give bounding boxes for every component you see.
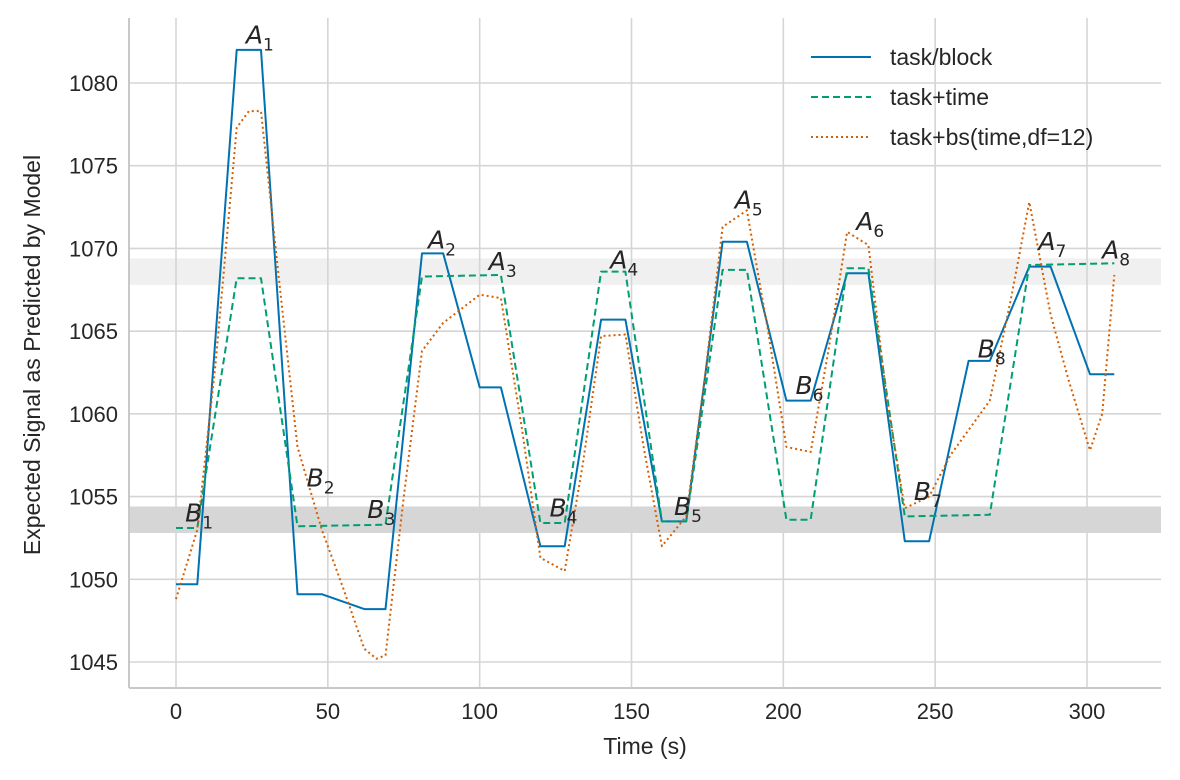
annotation-A6: A6 — [854, 207, 884, 242]
x-tick-label: 150 — [613, 699, 650, 724]
point-annotations: A1 A2 A3 A4 A5 A6 A7 A8 B1 B2 B3 B4 B5 B6 B7 B8 — [185, 20, 1130, 533]
reference-band-2 — [129, 506, 1161, 533]
series-line-3 — [175, 110, 1116, 660]
reference-bands — [129, 258, 1161, 533]
y-tick-label: 1070 — [69, 236, 118, 261]
x-tick-label: 250 — [917, 699, 954, 724]
legend: task/block task+time task+bs(time,df=12) — [811, 44, 1093, 150]
y-tick-label: 1080 — [69, 71, 118, 96]
legend-label-2: task+time — [890, 84, 989, 110]
annotation-B6: B6 — [795, 371, 823, 406]
y-tick-labels: 1045 1050 1055 1060 1065 1070 1075 1080 — [69, 71, 118, 675]
series-line-2 — [176, 262, 1115, 529]
series-lines — [175, 48, 1116, 660]
annotation-B3: B3 — [367, 495, 395, 530]
y-tick-label: 1065 — [69, 319, 118, 344]
x-tick-label: 0 — [170, 699, 182, 724]
x-tick-labels: 0 50 100 150 200 250 300 — [170, 699, 1105, 724]
x-tick-label: 200 — [765, 699, 802, 724]
legend-label-1: task/block — [890, 44, 993, 70]
annotation-A1: A1 — [244, 20, 274, 55]
annotation-A5: A5 — [733, 186, 763, 221]
annotation-B2: B2 — [307, 464, 335, 499]
x-tick-label: 300 — [1069, 699, 1106, 724]
x-axis-title: Time (s) — [603, 733, 686, 759]
x-tick-label: 100 — [461, 699, 498, 724]
x-tick-label: 50 — [316, 699, 340, 724]
y-tick-label: 1045 — [69, 650, 118, 675]
annotation-A8: A8 — [1100, 235, 1130, 270]
y-tick-label: 1050 — [69, 567, 118, 592]
y-tick-label: 1055 — [69, 485, 118, 510]
y-tick-label: 1060 — [69, 402, 118, 427]
annotation-B1: B1 — [185, 498, 213, 533]
axes — [128, 18, 1161, 689]
grid-lines — [129, 18, 1161, 688]
annotation-A3: A3 — [487, 247, 517, 282]
series-line-1 — [176, 48, 1115, 611]
annotation-B8: B8 — [978, 335, 1006, 370]
annotation-A2: A2 — [426, 225, 456, 260]
y-axis-title: Expected Signal as Predicted by Model — [19, 155, 45, 555]
y-tick-label: 1075 — [69, 154, 118, 179]
annotation-B4: B4 — [550, 493, 578, 528]
annotation-A7: A7 — [1036, 227, 1066, 262]
legend-label-3: task+bs(time,df=12) — [890, 124, 1093, 150]
annotation-B5: B5 — [674, 492, 702, 527]
reference-band-1 — [129, 258, 1161, 285]
annotation-B7: B7 — [914, 477, 942, 512]
annotation-A4: A4 — [608, 245, 638, 280]
